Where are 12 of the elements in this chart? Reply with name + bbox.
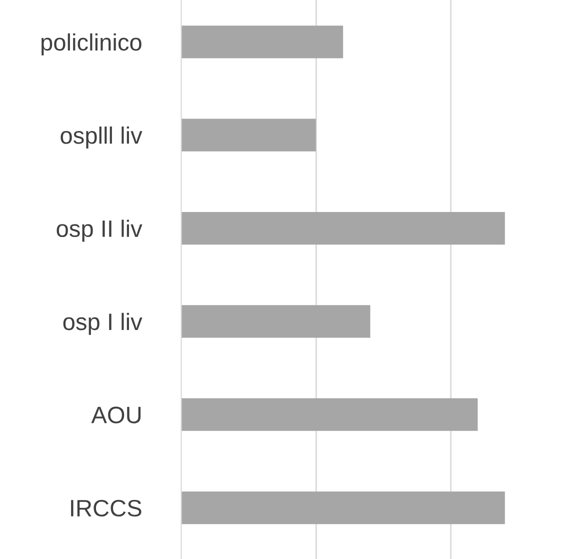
bar [181, 398, 478, 431]
y-tick-label: AOU [91, 406, 141, 424]
y-tick-label: policlinico [42, 33, 142, 56]
y-tick-label: osp II liv [56, 220, 142, 242]
bar [181, 26, 344, 58]
bar [181, 305, 370, 338]
bar [181, 491, 505, 524]
bar [181, 212, 505, 245]
y-tick-label: osplll liv [60, 126, 142, 149]
y-tick-label: IRCCS [71, 500, 142, 517]
bar [181, 118, 316, 152]
y-tick-label: osp I liv [63, 312, 142, 335]
